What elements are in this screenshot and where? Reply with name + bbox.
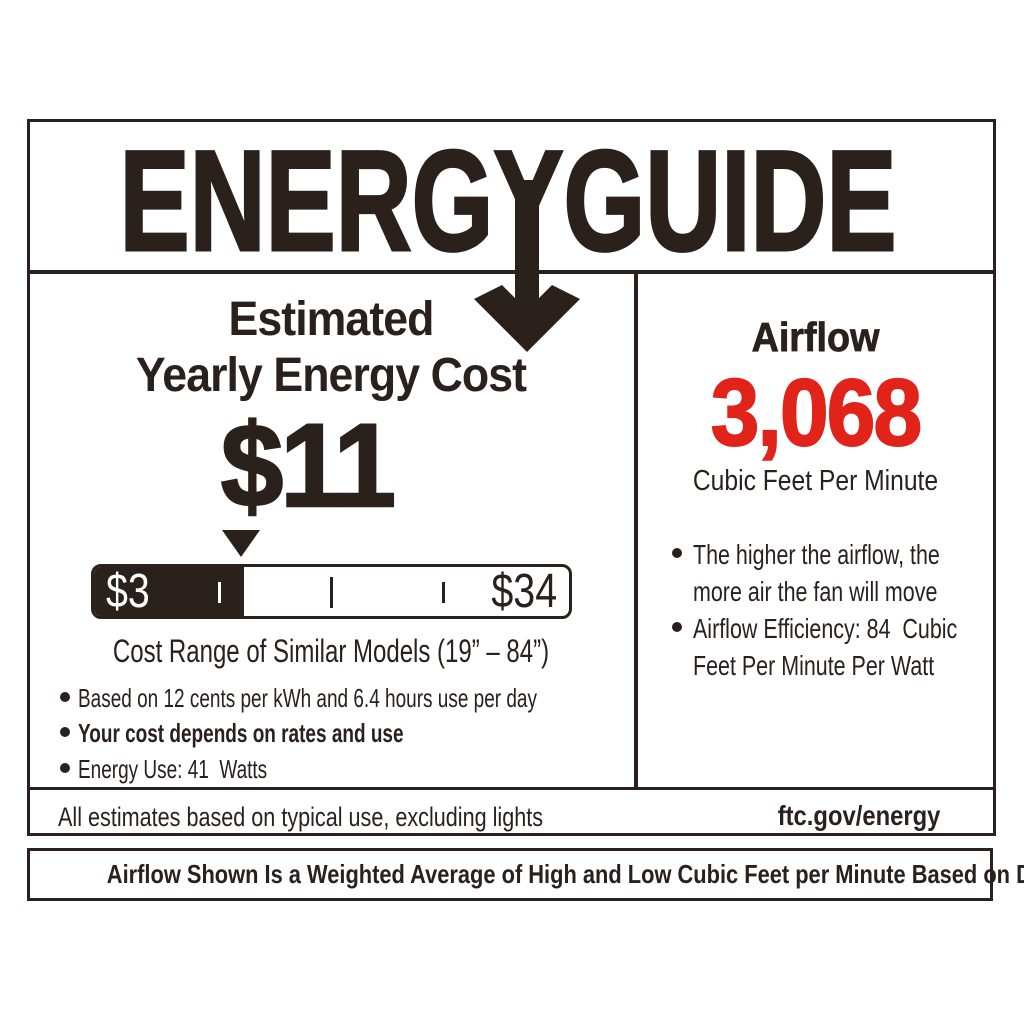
bullet-icon — [60, 727, 70, 738]
energyguide-logo: ENERGYGUIDE — [118, 121, 898, 271]
range-min-label: $3 — [106, 565, 150, 618]
bullet-text: Based on 12 cents per kWh and 6.4 hours … — [78, 683, 537, 713]
energyguide-logo-text: ENERGYGUIDE — [120, 122, 897, 270]
down-arrow-icon — [474, 180, 580, 352]
bullet-icon — [60, 762, 70, 773]
heading-line2: Yearly Energy Cost — [135, 349, 527, 402]
bullet-icon — [60, 692, 70, 702]
right-bullet-list: The higher the airflow, the more air the… — [672, 536, 1024, 684]
ftc-url: ftc.gov/energy — [777, 800, 940, 831]
bullet-text: Energy Use: 41 Watts — [78, 753, 268, 784]
heading-line1: Estimated — [228, 293, 435, 346]
range-tick-icon — [330, 577, 333, 608]
bottom-note-box: Airflow Shown Is a Weighted Average of H… — [27, 848, 1024, 901]
list-item: Based on 12 cents per kWh and 6.4 hours … — [60, 681, 707, 716]
list-item: Your cost depends on rates and use — [60, 716, 707, 751]
list-item: The higher the airflow, the more air the… — [672, 536, 1024, 610]
range-tick-icon — [442, 582, 445, 603]
footer-divider-line — [27, 787, 996, 790]
cost-range-caption: Cost Range of Similar Models (19” – 84”) — [112, 633, 550, 669]
label-border-box — [27, 119, 996, 836]
range-max-label: $34 — [491, 565, 557, 618]
airflow-value: 3,068 — [710, 360, 923, 466]
bullet-icon — [672, 548, 682, 558]
column-divider-line — [634, 270, 638, 788]
bullet-icon — [672, 622, 682, 632]
bullet-text: The higher the airflow, the more air the… — [693, 539, 946, 607]
airflow-unit: Cubic Feet Per Minute — [692, 465, 939, 497]
list-item: Airflow Efficiency: 84 Cubic Feet Per Mi… — [672, 610, 1024, 684]
yearly-cost-value: $11 — [220, 400, 398, 532]
range-tick-icon — [218, 582, 221, 603]
footer-disclaimer: All estimates based on typical use, excl… — [58, 802, 544, 832]
list-item: Energy Use: 41 Watts — [60, 752, 707, 787]
left-bullet-list: Based on 12 cents per kWh and 6.4 hours … — [60, 681, 707, 787]
bullet-text: Airflow Efficiency: 84 Cubic Feet Per Mi… — [693, 613, 964, 681]
airflow-heading: Airflow — [751, 314, 880, 361]
bullet-text: Your cost depends on rates and use — [78, 718, 404, 749]
header-divider-line — [27, 270, 996, 274]
cost-marker-icon — [222, 530, 260, 557]
cost-range-bar: $3 $34 — [91, 564, 572, 619]
estimated-cost-heading: Estimated Yearly Energy Cost — [48, 292, 613, 404]
bottom-note-text: Airflow Shown Is a Weighted Average of H… — [106, 859, 1024, 889]
